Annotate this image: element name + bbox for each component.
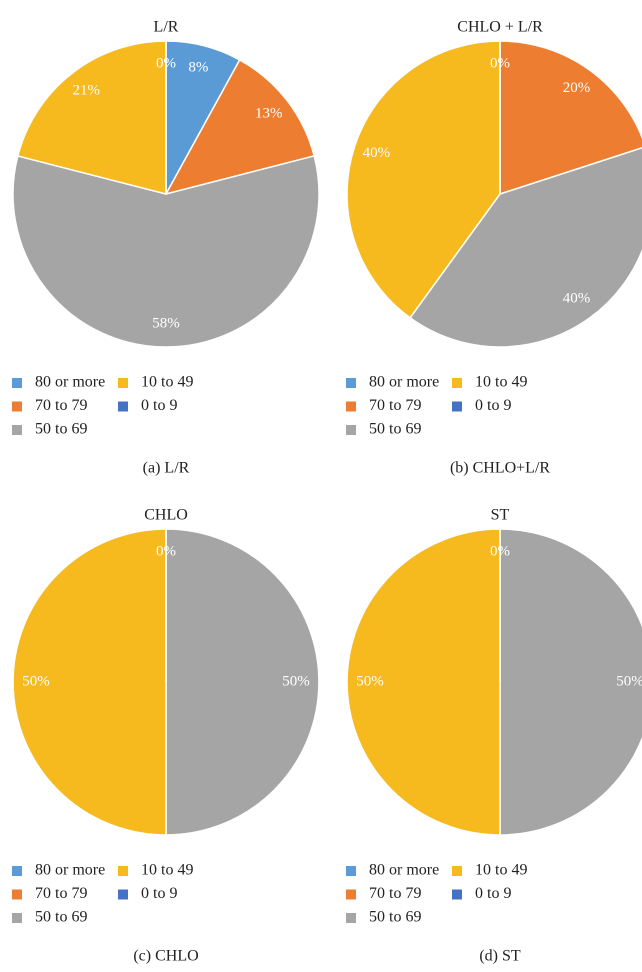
legend-swatch	[346, 889, 356, 900]
legend-swatch	[12, 401, 22, 412]
legend-label: 0 to 9	[141, 397, 177, 414]
legend-label: 10 to 49	[475, 862, 527, 879]
legend-swatch	[452, 401, 462, 412]
legend-swatch	[346, 866, 356, 876]
slice-label: 40%	[563, 291, 591, 307]
pie-slice	[12, 528, 167, 836]
pie-slice	[164, 58, 316, 196]
slice-label: 40%	[363, 145, 391, 161]
slice-label: 0%	[490, 543, 510, 559]
caption: (a) L/R	[143, 460, 190, 477]
legend-label: 0 to 9	[475, 397, 511, 414]
slice-label: 20%	[563, 80, 591, 96]
legend-label: 70 to 79	[369, 397, 421, 414]
legend-swatch	[346, 425, 356, 435]
legend-label: 50 to 69	[35, 421, 87, 438]
legend-swatch	[118, 378, 128, 388]
caption: (c) CHLO	[133, 948, 198, 965]
legend-label: 0 to 9	[475, 885, 511, 902]
legend-swatch	[118, 401, 128, 412]
pie-slice	[409, 147, 642, 348]
pie-slice	[499, 40, 642, 196]
slice-label: 21%	[73, 83, 101, 99]
legend-swatch	[12, 913, 22, 923]
legend-label: 0 to 9	[141, 885, 177, 902]
caption: (d) ST	[479, 948, 521, 965]
pie-title: L/R	[154, 19, 179, 36]
legend-swatch	[12, 866, 22, 876]
slice-label: 58%	[152, 315, 180, 331]
legend-swatch	[12, 425, 22, 435]
legend-swatch	[346, 401, 356, 412]
slice-label: 0%	[156, 55, 176, 71]
legend-label: 70 to 79	[369, 885, 421, 902]
slice-label: 50%	[616, 673, 642, 689]
legend-swatch	[452, 866, 462, 876]
legend-swatch	[118, 889, 128, 900]
slice-label: 8%	[188, 59, 208, 75]
legend-label: 80 or more	[369, 374, 439, 391]
pie-slice	[346, 40, 501, 319]
legend-swatch	[12, 378, 22, 388]
legend-label: 50 to 69	[369, 421, 421, 438]
pie-title: CHLO + L/R	[457, 19, 543, 36]
legend-label: 70 to 79	[35, 397, 87, 414]
legend-label: 50 to 69	[369, 909, 421, 926]
legend-label: 10 to 49	[141, 862, 193, 879]
legend-swatch	[346, 378, 356, 388]
legend-label: 80 or more	[369, 862, 439, 879]
legend-label: 70 to 79	[35, 885, 87, 902]
legend-label: 10 to 49	[141, 374, 193, 391]
pie-title: ST	[491, 507, 510, 524]
legend-swatch	[118, 866, 128, 876]
pie-slice	[499, 528, 642, 836]
legend-label: 10 to 49	[475, 374, 527, 391]
pie-slice	[165, 528, 320, 836]
slice-label: 13%	[255, 106, 283, 122]
caption: (b) CHLO+L/R	[450, 460, 550, 477]
legend-label: 50 to 69	[35, 909, 87, 926]
slice-label: 0%	[156, 543, 176, 559]
legend-swatch	[452, 889, 462, 900]
legend-label: 80 or more	[35, 374, 105, 391]
pie-slice	[16, 40, 167, 195]
legend-swatch	[12, 889, 22, 900]
legend-label: 80 or more	[35, 862, 105, 879]
pie-slice	[346, 528, 501, 836]
legend-swatch	[346, 913, 356, 923]
pie-title: CHLO	[144, 507, 188, 524]
slice-label: 50%	[22, 673, 50, 689]
slice-label: 0%	[490, 55, 510, 71]
pie-slice	[12, 155, 320, 348]
slice-label: 50%	[356, 673, 384, 689]
legend-swatch	[452, 378, 462, 388]
slice-label: 50%	[282, 673, 310, 689]
